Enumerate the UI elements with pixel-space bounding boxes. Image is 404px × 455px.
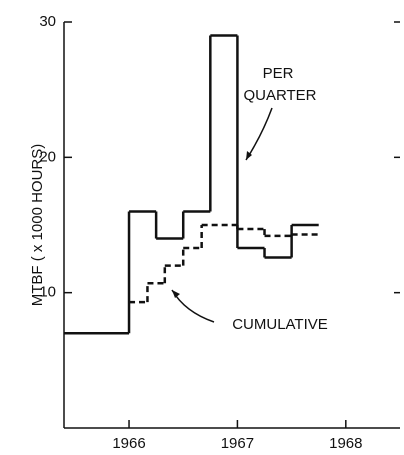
arrowhead: [246, 151, 252, 160]
annotation: QUARTER: [243, 87, 316, 104]
y-tick-label: 10: [39, 284, 56, 301]
annotation: PER: [263, 65, 294, 82]
x-tick-label: 1967: [221, 435, 254, 452]
y-tick-label: 20: [39, 148, 56, 165]
y-axis-label: MTBF ( x 1000 HOURS): [29, 144, 46, 307]
annotation: CUMULATIVE: [232, 316, 328, 333]
x-tick-label: 1966: [112, 435, 145, 452]
y-tick-label: 30: [39, 13, 56, 30]
x-tick-label: 1968: [329, 435, 362, 452]
annotation-arrow: [245, 107, 273, 161]
arrowhead: [172, 290, 180, 298]
